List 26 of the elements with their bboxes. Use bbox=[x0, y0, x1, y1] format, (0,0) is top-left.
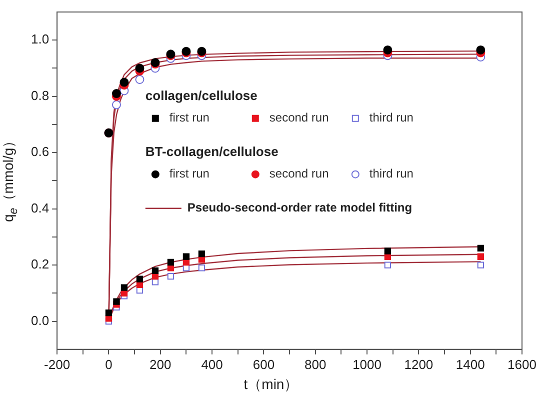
annotation: BT-collagen/cellulose bbox=[145, 144, 278, 159]
y-tick-label: 0.6 bbox=[30, 144, 50, 160]
y-tick-label: 0.2 bbox=[30, 256, 50, 272]
x-tick-label: 400 bbox=[201, 356, 223, 372]
y-tick-label: 0.0 bbox=[30, 312, 50, 328]
y-tick-label: 0.8 bbox=[30, 88, 50, 103]
x-axis-title: t（min） bbox=[242, 376, 300, 394]
legend-label: Pseudo-second-order rate model fitting bbox=[187, 200, 412, 215]
x-tick-label: 1600 bbox=[508, 356, 536, 372]
y-tick-label: 1.0 bbox=[30, 32, 50, 47]
legend-label: second run bbox=[269, 110, 329, 125]
legend-label: third run bbox=[369, 110, 414, 125]
y-tick-label: 0.4 bbox=[30, 200, 50, 216]
annotation: collagen/cellulose bbox=[145, 88, 258, 103]
legend-label: first run bbox=[169, 166, 210, 181]
legend-label: first run bbox=[169, 110, 210, 125]
legend-label: second run bbox=[269, 166, 329, 181]
legend-label: third run bbox=[369, 166, 414, 181]
x-tick-label: 1000 bbox=[352, 356, 382, 372]
x-tick-label: 1200 bbox=[404, 356, 434, 372]
x-tick-label: 200 bbox=[150, 356, 172, 372]
x-tick-label: 800 bbox=[304, 356, 326, 372]
x-tick-label: 600 bbox=[252, 356, 275, 372]
x-tick-label: 0 bbox=[105, 356, 112, 372]
x-tick-label: -200 bbox=[44, 356, 70, 372]
x-tick-label: 1400 bbox=[456, 356, 485, 372]
